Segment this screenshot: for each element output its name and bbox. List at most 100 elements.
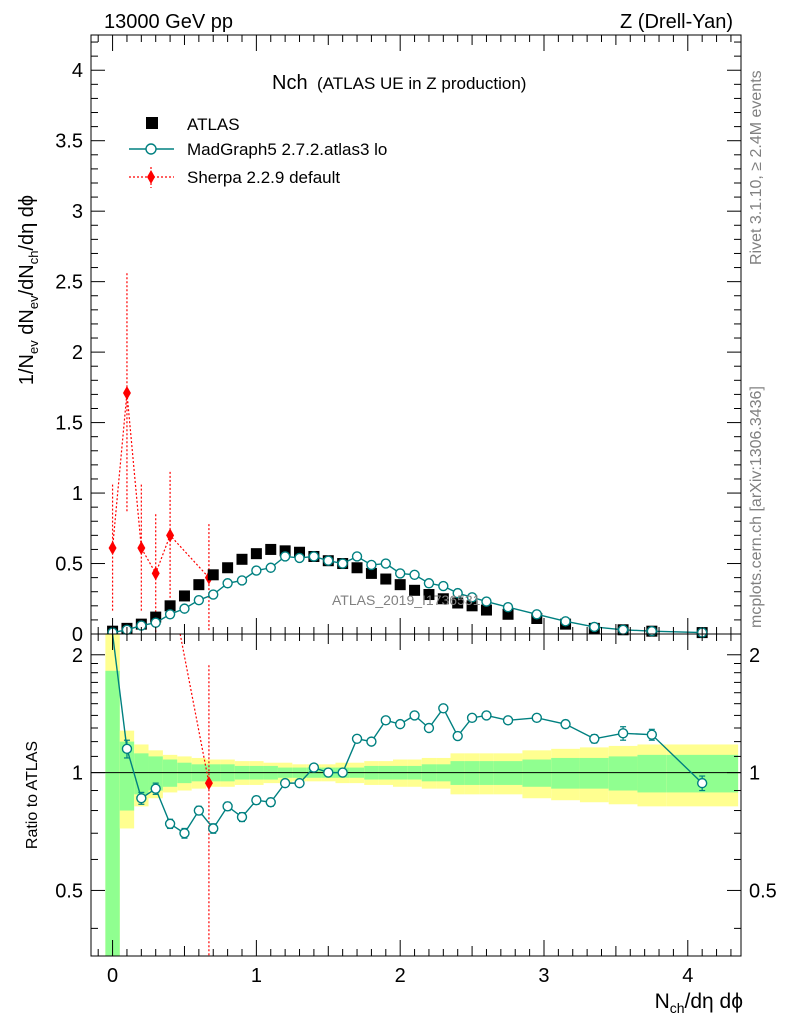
madgraph-point xyxy=(294,552,305,564)
madgraph-ratio-point xyxy=(337,767,348,778)
madgraph-ratio-point xyxy=(308,762,320,773)
header-left: 13000 GeV pp xyxy=(104,11,233,33)
madgraph-ratio-point xyxy=(193,805,205,816)
main-ylabel: 1/Nev dNev/dNch/dη dϕ xyxy=(16,195,41,385)
madgraph-ratio-point xyxy=(279,777,291,789)
madgraph-ratio-point xyxy=(265,797,276,808)
ratio-ytick-label: 0.5 xyxy=(55,880,83,902)
ratio-panel: 0.5 0.5 1 1 2 2 0 1 2 3 4 xyxy=(55,633,777,987)
rivet-label: Rivet 3.1.10, ≥ 2.4M events xyxy=(748,70,765,265)
madgraph-point xyxy=(409,569,420,581)
legend-marker-atlas xyxy=(146,117,158,129)
uncertainty-band-green xyxy=(551,757,580,789)
uncertainty-band-green xyxy=(522,759,552,787)
atlas-point xyxy=(265,543,277,555)
atlas-point xyxy=(423,589,435,601)
madgraph-line xyxy=(112,555,703,634)
madgraph-ratio-point xyxy=(380,715,392,726)
sherpa-point xyxy=(151,566,160,581)
atlas-point xyxy=(236,553,248,565)
madgraph-ratio-point xyxy=(438,703,449,714)
legend: ATLAS MadGraph5 2.7.2.atlas3 lo Sherpa 2… xyxy=(129,115,387,188)
ratio-xtick-label: 0 xyxy=(107,965,118,987)
madgraph-ratio-point xyxy=(366,736,377,747)
atlas-point xyxy=(380,573,392,585)
madgraph-ratio-point xyxy=(481,710,492,721)
madgraph-point xyxy=(208,589,219,600)
atlas-point xyxy=(466,600,478,612)
madgraph-point xyxy=(466,592,478,603)
madgraph-ratio-point xyxy=(531,712,542,724)
madgraph-ratio-point xyxy=(136,793,147,804)
ratio-xtick-label: 4 xyxy=(682,965,693,987)
atlas-point xyxy=(394,579,406,591)
madgraph-ratio-point xyxy=(222,801,233,812)
madgraph-point xyxy=(438,580,449,592)
main-ytick-label: 1.5 xyxy=(55,413,83,435)
madgraph-point xyxy=(394,568,406,579)
sherpa-line xyxy=(111,392,210,579)
atlas-point xyxy=(452,597,464,609)
madgraph-ratio-point xyxy=(294,777,305,789)
uncertainty-band-green xyxy=(637,754,667,793)
madgraph-ratio-point xyxy=(423,722,435,734)
madgraph-ratio-point xyxy=(236,811,248,823)
atlas-point xyxy=(351,562,363,574)
atlas-point xyxy=(502,608,514,620)
madgraph-point xyxy=(589,621,600,633)
ratio-frame xyxy=(90,633,742,957)
madgraph-ratio-point xyxy=(617,728,629,739)
legend-label-madgraph: MadGraph5 2.7.2.atlas3 lo xyxy=(187,140,387,159)
sherpa-point xyxy=(137,541,146,556)
madgraph-point xyxy=(646,625,658,637)
atlas-point xyxy=(193,579,205,591)
mcplots-label: mcplots.cern.ch [arXiv:1306.3436] xyxy=(748,386,765,628)
atlas-point xyxy=(409,584,421,596)
sherpa-point xyxy=(122,385,131,400)
plot-title-main: Nch xyxy=(272,72,308,94)
ratio-xtick-label: 1 xyxy=(251,965,262,987)
legend-marker-madgraph xyxy=(145,143,157,155)
plot-title-sub: (ATLAS UE in Z production) xyxy=(317,74,526,93)
atlas-point xyxy=(164,600,176,612)
madgraph-point xyxy=(308,551,320,562)
madgraph-point xyxy=(222,578,233,589)
madgraph-ratio-point xyxy=(696,777,708,789)
uncertainty-band-green xyxy=(162,759,178,787)
main-ytick-label: 3.5 xyxy=(55,131,83,153)
uncertainty-band-green xyxy=(579,757,609,789)
ratio-xtick-label: 3 xyxy=(538,965,549,987)
madgraph-point xyxy=(150,617,161,628)
madgraph-point xyxy=(236,575,248,586)
madgraph-point xyxy=(351,551,363,562)
madgraph-ratio-point xyxy=(323,767,334,778)
atlas-point xyxy=(207,569,219,581)
madgraph-ratio-point xyxy=(502,715,514,726)
uncertainty-band-green xyxy=(134,753,149,795)
main-ytick-label: 1 xyxy=(72,483,83,505)
sherpa-ratio-point xyxy=(204,776,213,791)
main-ytick-label: 0 xyxy=(72,624,83,646)
atlas-point xyxy=(222,562,234,574)
atlas-point xyxy=(150,611,162,623)
madgraph-ratio-point xyxy=(589,733,600,745)
ratio-ytick-label: 2 xyxy=(72,645,83,667)
main-ytick-label: 2.5 xyxy=(55,272,83,294)
madgraph-ratio-point xyxy=(164,818,176,829)
madgraph-ratio-point xyxy=(121,743,133,755)
madgraph-ratio-point xyxy=(409,710,420,721)
sherpa-ratio-line xyxy=(179,633,210,784)
main-ytick-label: 3 xyxy=(72,201,83,223)
ratio-xtick-label: 2 xyxy=(395,965,406,987)
x-axis-label: Nch/dη dϕ xyxy=(655,990,743,1016)
madgraph-ratio-point xyxy=(150,783,161,794)
madgraph-ratio-point xyxy=(251,795,262,806)
madgraph-ratio-point xyxy=(351,733,363,745)
madgraph-point xyxy=(251,565,262,576)
legend-marker-sherpa xyxy=(147,170,155,184)
ratio-ytick-label: 1 xyxy=(72,763,83,785)
uncertainty-band-green xyxy=(608,756,638,791)
ratio-ytick-label-right: 1 xyxy=(749,763,760,785)
madgraph-point xyxy=(531,609,542,620)
atlas-point xyxy=(279,545,291,557)
